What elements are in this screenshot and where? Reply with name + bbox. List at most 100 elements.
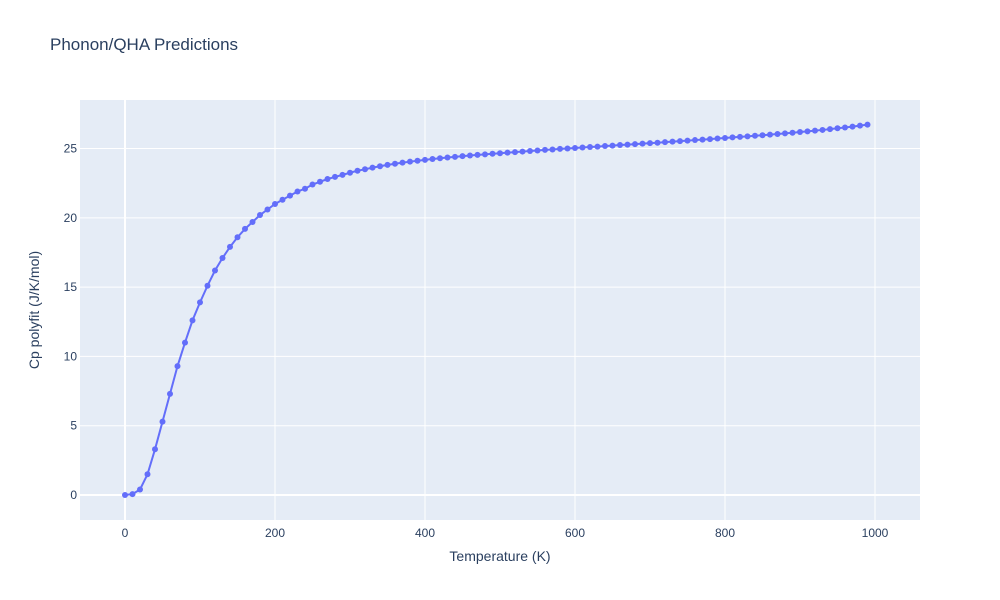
data-point bbox=[437, 155, 443, 162]
data-point bbox=[182, 339, 188, 346]
data-point bbox=[557, 145, 563, 152]
data-point bbox=[579, 144, 586, 151]
data-point bbox=[789, 129, 796, 136]
x-tick-label: 0 bbox=[122, 526, 129, 540]
data-point bbox=[407, 158, 413, 165]
data-point bbox=[744, 133, 751, 140]
data-point bbox=[354, 167, 361, 174]
data-point bbox=[819, 126, 826, 133]
data-point bbox=[167, 390, 173, 397]
x-tick-label: 800 bbox=[715, 526, 735, 540]
data-point bbox=[332, 173, 338, 180]
data-point bbox=[287, 192, 293, 199]
data-point bbox=[834, 125, 841, 132]
data-point bbox=[279, 196, 286, 203]
data-point bbox=[302, 185, 308, 192]
data-point bbox=[609, 142, 616, 149]
data-point bbox=[474, 151, 481, 158]
data-point bbox=[392, 160, 398, 167]
data-point bbox=[444, 154, 451, 161]
data-point bbox=[692, 137, 698, 144]
data-point bbox=[504, 149, 511, 156]
data-point bbox=[737, 133, 743, 140]
data-point bbox=[362, 166, 368, 173]
x-tick-label: 400 bbox=[415, 526, 435, 540]
data-point bbox=[864, 121, 871, 128]
data-point bbox=[459, 153, 466, 160]
data-point bbox=[774, 130, 781, 137]
data-point bbox=[849, 123, 856, 130]
data-point bbox=[482, 151, 488, 158]
data-point bbox=[452, 153, 458, 160]
data-point bbox=[857, 122, 863, 129]
data-point bbox=[752, 132, 758, 139]
data-point bbox=[399, 159, 406, 166]
data-point bbox=[594, 143, 601, 150]
data-point bbox=[842, 124, 848, 131]
data-point bbox=[309, 181, 316, 188]
data-point bbox=[242, 225, 248, 232]
data-point bbox=[722, 134, 728, 141]
x-tick-label: 1000 bbox=[862, 526, 889, 540]
y-axis-title: Cp polyfit (J/K/mol) bbox=[26, 251, 42, 369]
data-point bbox=[827, 126, 833, 133]
data-point bbox=[639, 140, 646, 147]
data-point bbox=[212, 267, 218, 274]
data-point bbox=[219, 255, 226, 262]
x-tick-label: 200 bbox=[265, 526, 285, 540]
data-point bbox=[467, 152, 473, 159]
data-point bbox=[512, 149, 518, 156]
data-point bbox=[414, 157, 421, 164]
data-point bbox=[617, 142, 623, 149]
data-point bbox=[707, 136, 713, 143]
data-point bbox=[542, 146, 548, 153]
data-point bbox=[684, 137, 691, 144]
y-tick-label: 10 bbox=[64, 349, 78, 363]
data-point bbox=[227, 243, 233, 250]
data-point bbox=[429, 156, 436, 163]
y-tick-label: 0 bbox=[70, 488, 77, 502]
x-tick-label: 600 bbox=[565, 526, 585, 540]
data-point bbox=[534, 147, 541, 154]
series-line bbox=[124, 123, 868, 497]
data-point bbox=[249, 218, 256, 225]
data-point bbox=[197, 299, 203, 306]
data-point bbox=[714, 135, 721, 142]
data-point bbox=[152, 446, 158, 453]
data-point bbox=[174, 363, 181, 370]
data-point bbox=[422, 156, 428, 163]
chart-title: Phonon/QHA Predictions bbox=[50, 35, 238, 54]
data-point bbox=[587, 143, 593, 150]
data-point bbox=[647, 140, 653, 147]
data-point bbox=[317, 178, 323, 185]
data-point bbox=[519, 148, 526, 155]
plot-area bbox=[80, 100, 920, 520]
data-point bbox=[729, 134, 736, 141]
data-point bbox=[129, 491, 136, 498]
data-point bbox=[804, 128, 811, 135]
data-point bbox=[699, 136, 706, 143]
data-point bbox=[527, 148, 533, 155]
data-point bbox=[324, 176, 331, 183]
data-point bbox=[759, 132, 766, 139]
data-point bbox=[572, 144, 578, 151]
data-point bbox=[294, 188, 301, 195]
data-point bbox=[662, 139, 668, 146]
data-point bbox=[384, 161, 391, 168]
y-tick-label: 20 bbox=[64, 211, 78, 225]
data-point bbox=[497, 150, 503, 157]
data-point bbox=[272, 200, 278, 207]
data-point bbox=[234, 234, 241, 241]
data-point bbox=[369, 164, 376, 171]
data-point bbox=[669, 138, 676, 145]
data-point bbox=[122, 492, 128, 499]
data-point bbox=[347, 169, 353, 176]
data-point bbox=[144, 471, 151, 478]
data-point bbox=[137, 486, 143, 493]
data-point bbox=[602, 143, 608, 150]
data-point bbox=[264, 206, 271, 213]
grid bbox=[80, 100, 920, 520]
data-point bbox=[377, 163, 383, 170]
y-tick-label: 25 bbox=[64, 142, 78, 156]
data-point bbox=[189, 317, 196, 324]
